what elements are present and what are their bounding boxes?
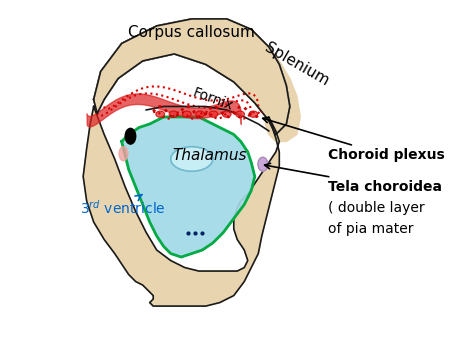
Polygon shape (94, 19, 290, 134)
Ellipse shape (249, 111, 258, 117)
Polygon shape (83, 107, 279, 306)
Ellipse shape (209, 111, 218, 117)
Ellipse shape (171, 147, 213, 171)
Ellipse shape (182, 111, 191, 117)
Text: Thalamus: Thalamus (172, 148, 246, 163)
Ellipse shape (156, 111, 164, 117)
Text: 3$^{rd}$ ventricle: 3$^{rd}$ ventricle (80, 195, 165, 217)
Ellipse shape (196, 111, 204, 117)
Text: ( double layer: ( double layer (328, 201, 425, 215)
Polygon shape (122, 117, 255, 257)
Polygon shape (122, 117, 255, 257)
Polygon shape (94, 19, 290, 134)
Ellipse shape (236, 111, 245, 117)
Ellipse shape (222, 111, 231, 117)
Ellipse shape (258, 157, 268, 171)
Ellipse shape (169, 111, 178, 117)
Ellipse shape (119, 147, 128, 161)
Text: Fornix: Fornix (191, 86, 235, 113)
Text: of pia mater: of pia mater (328, 222, 414, 236)
Polygon shape (265, 47, 301, 142)
Text: Corpus callosum: Corpus callosum (128, 25, 255, 40)
Ellipse shape (125, 128, 136, 144)
Text: Tela choroidea: Tela choroidea (264, 163, 442, 194)
Text: Choroid plexus: Choroid plexus (263, 117, 445, 162)
Text: Splenium: Splenium (262, 40, 332, 89)
